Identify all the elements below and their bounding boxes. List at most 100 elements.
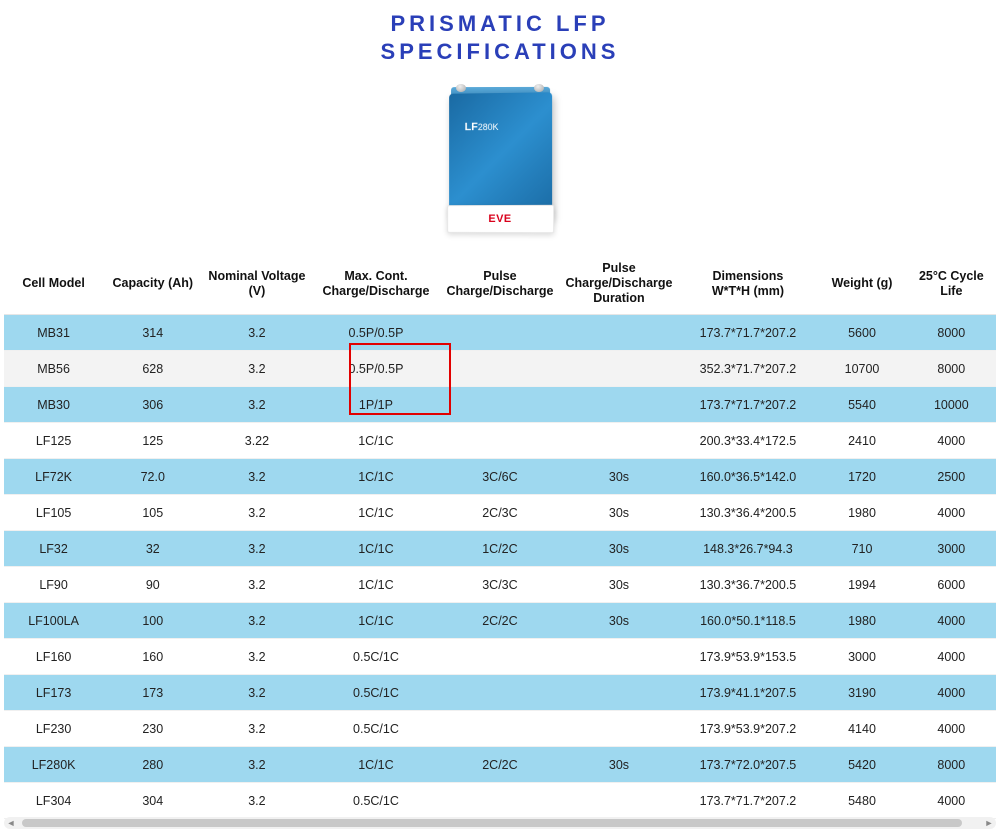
table-cell: 3.2 [202,603,311,639]
table-cell: 3C/3C [440,567,559,603]
table-cell: 160 [103,639,202,675]
table-cell: 173.7*71.7*207.2 [679,783,818,819]
table-cell: 3.2 [202,351,311,387]
table-cell: 8000 [907,315,996,351]
table-cell: 352.3*71.7*207.2 [679,351,818,387]
table-cell: 105 [103,495,202,531]
table-cell: 2C/3C [440,495,559,531]
table-cell: LF304 [4,783,103,819]
table-cell: 30s [559,459,678,495]
table-cell: 1C/1C [311,603,440,639]
table-cell: 230 [103,711,202,747]
table-cell: 1C/1C [311,423,440,459]
table-row: LF72K72.03.21C/1C3C/6C30s160.0*36.5*142.… [4,459,996,495]
table-cell: 1C/1C [311,747,440,783]
page-title: PRISMATIC LFP SPECIFICATIONS [0,0,1000,65]
table-cell: 100 [103,603,202,639]
table-cell: 5540 [817,387,906,423]
table-cell: 306 [103,387,202,423]
table-cell: 3.2 [202,387,311,423]
table-cell: LF173 [4,675,103,711]
scroll-right-icon[interactable]: ► [982,818,996,828]
table-row: LF32323.21C/1C1C/2C30s148.3*26.7*94.3710… [4,531,996,567]
table-cell: 304 [103,783,202,819]
table-cell: 3.2 [202,639,311,675]
table-row: LF100LA1003.21C/1C2C/2C30s160.0*50.1*118… [4,603,996,639]
table-row: MB303063.21P/1P173.7*71.7*207.2554010000 [4,387,996,423]
table-row: MB566283.20.5P/0.5P352.3*71.7*207.210700… [4,351,996,387]
table-cell: 3.2 [202,567,311,603]
table-cell: 173 [103,675,202,711]
table-cell [440,675,559,711]
table-cell: 280 [103,747,202,783]
col-header: Nominal Voltage(V) [202,253,311,315]
table-cell: 5420 [817,747,906,783]
table-cell: 30s [559,531,678,567]
table-cell: 2C/2C [440,603,559,639]
battery-body: LF280K [449,92,552,219]
table-row: LF1601603.20.5C/1C173.9*53.9*153.5300040… [4,639,996,675]
spec-table-wrap: Cell ModelCapacity (Ah)Nominal Voltage(V… [4,253,996,819]
table-cell: LF125 [4,423,103,459]
table-cell: 8000 [907,747,996,783]
table-cell: 125 [103,423,202,459]
table-row: LF1731733.20.5C/1C173.9*41.1*207.5319040… [4,675,996,711]
table-cell: MB30 [4,387,103,423]
table-cell: 3.2 [202,495,311,531]
table-cell: 4000 [907,711,996,747]
col-header: Cell Model [4,253,103,315]
table-cell: LF32 [4,531,103,567]
table-cell: 160.0*36.5*142.0 [679,459,818,495]
table-cell [440,639,559,675]
table-cell: 0.5P/0.5P [311,315,440,351]
table-cell: MB31 [4,315,103,351]
table-cell [440,423,559,459]
scrollbar-thumb[interactable] [22,819,962,827]
product-image: LF280K EVE [0,65,1000,253]
table-cell: 5480 [817,783,906,819]
table-cell [559,639,678,675]
table-cell [440,315,559,351]
table-cell: 3.2 [202,531,311,567]
table-cell: LF90 [4,567,103,603]
table-cell: 4000 [907,423,996,459]
table-cell [559,711,678,747]
table-row: MB313143.20.5P/0.5P173.7*71.7*207.256008… [4,315,996,351]
table-cell [559,351,678,387]
table-cell: MB56 [4,351,103,387]
table-cell: 10700 [817,351,906,387]
title-line1: PRISMATIC LFP [0,10,1000,38]
scroll-left-icon[interactable]: ◄ [4,818,18,828]
table-cell: 710 [817,531,906,567]
table-cell: 200.3*33.4*172.5 [679,423,818,459]
table-cell: 1980 [817,603,906,639]
horizontal-scrollbar[interactable]: ◄ ► [4,817,996,829]
table-cell [440,711,559,747]
table-cell: 1C/1C [311,495,440,531]
table-cell: 1P/1P [311,387,440,423]
table-cell [559,783,678,819]
table-cell: LF100LA [4,603,103,639]
table-cell: 1C/2C [440,531,559,567]
table-cell: 3.2 [202,711,311,747]
table-cell: 32 [103,531,202,567]
terminal-left-icon [456,84,466,92]
table-cell: 30s [559,747,678,783]
col-header: 25°C Cycle Life [907,253,996,315]
table-cell: 72.0 [103,459,202,495]
table-cell: LF105 [4,495,103,531]
table-cell: 1980 [817,495,906,531]
battery-illustration: LF280K EVE [440,83,560,233]
table-cell: 3000 [907,531,996,567]
table-cell: 173.9*41.1*207.5 [679,675,818,711]
table-cell: 10000 [907,387,996,423]
table-cell: 3.2 [202,675,311,711]
table-cell: 4000 [907,783,996,819]
table-cell: 2C/2C [440,747,559,783]
battery-label: LF280K [465,121,499,133]
table-cell: 3190 [817,675,906,711]
table-cell [440,351,559,387]
table-cell: 8000 [907,351,996,387]
table-cell: 30s [559,495,678,531]
table-cell: 3000 [817,639,906,675]
